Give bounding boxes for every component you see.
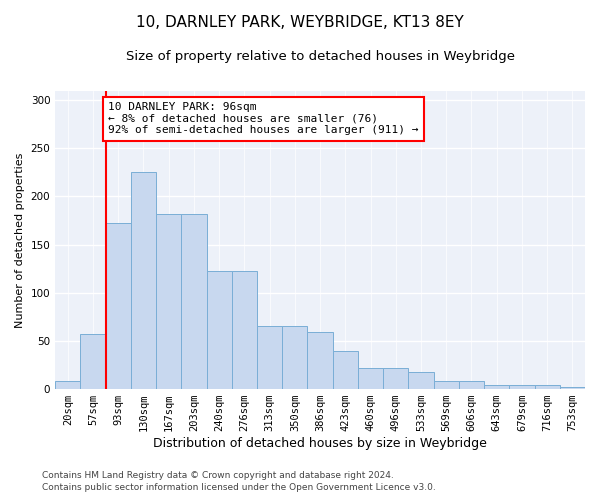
Bar xyxy=(206,270,232,389)
Bar xyxy=(282,326,307,389)
Y-axis label: Number of detached properties: Number of detached properties xyxy=(15,152,25,328)
Bar xyxy=(80,334,106,389)
X-axis label: Distribution of detached houses by size in Weybridge: Distribution of detached houses by size … xyxy=(153,437,487,450)
Bar xyxy=(358,368,383,389)
Title: Size of property relative to detached houses in Weybridge: Size of property relative to detached ho… xyxy=(125,50,515,63)
Bar xyxy=(509,385,535,389)
Text: Contains HM Land Registry data © Crown copyright and database right 2024.
Contai: Contains HM Land Registry data © Crown c… xyxy=(42,471,436,492)
Bar xyxy=(434,382,459,389)
Bar xyxy=(560,387,585,389)
Bar xyxy=(131,172,156,389)
Bar xyxy=(307,332,332,389)
Bar xyxy=(484,385,509,389)
Bar xyxy=(156,214,181,389)
Bar xyxy=(55,382,80,389)
Text: 10 DARNLEY PARK: 96sqm
← 8% of detached houses are smaller (76)
92% of semi-deta: 10 DARNLEY PARK: 96sqm ← 8% of detached … xyxy=(108,102,419,136)
Text: 10, DARNLEY PARK, WEYBRIDGE, KT13 8EY: 10, DARNLEY PARK, WEYBRIDGE, KT13 8EY xyxy=(136,15,464,30)
Bar xyxy=(181,214,206,389)
Bar xyxy=(459,382,484,389)
Bar xyxy=(535,385,560,389)
Bar xyxy=(409,372,434,389)
Bar xyxy=(232,270,257,389)
Bar xyxy=(106,224,131,389)
Bar xyxy=(257,326,282,389)
Bar xyxy=(383,368,409,389)
Bar xyxy=(332,350,358,389)
